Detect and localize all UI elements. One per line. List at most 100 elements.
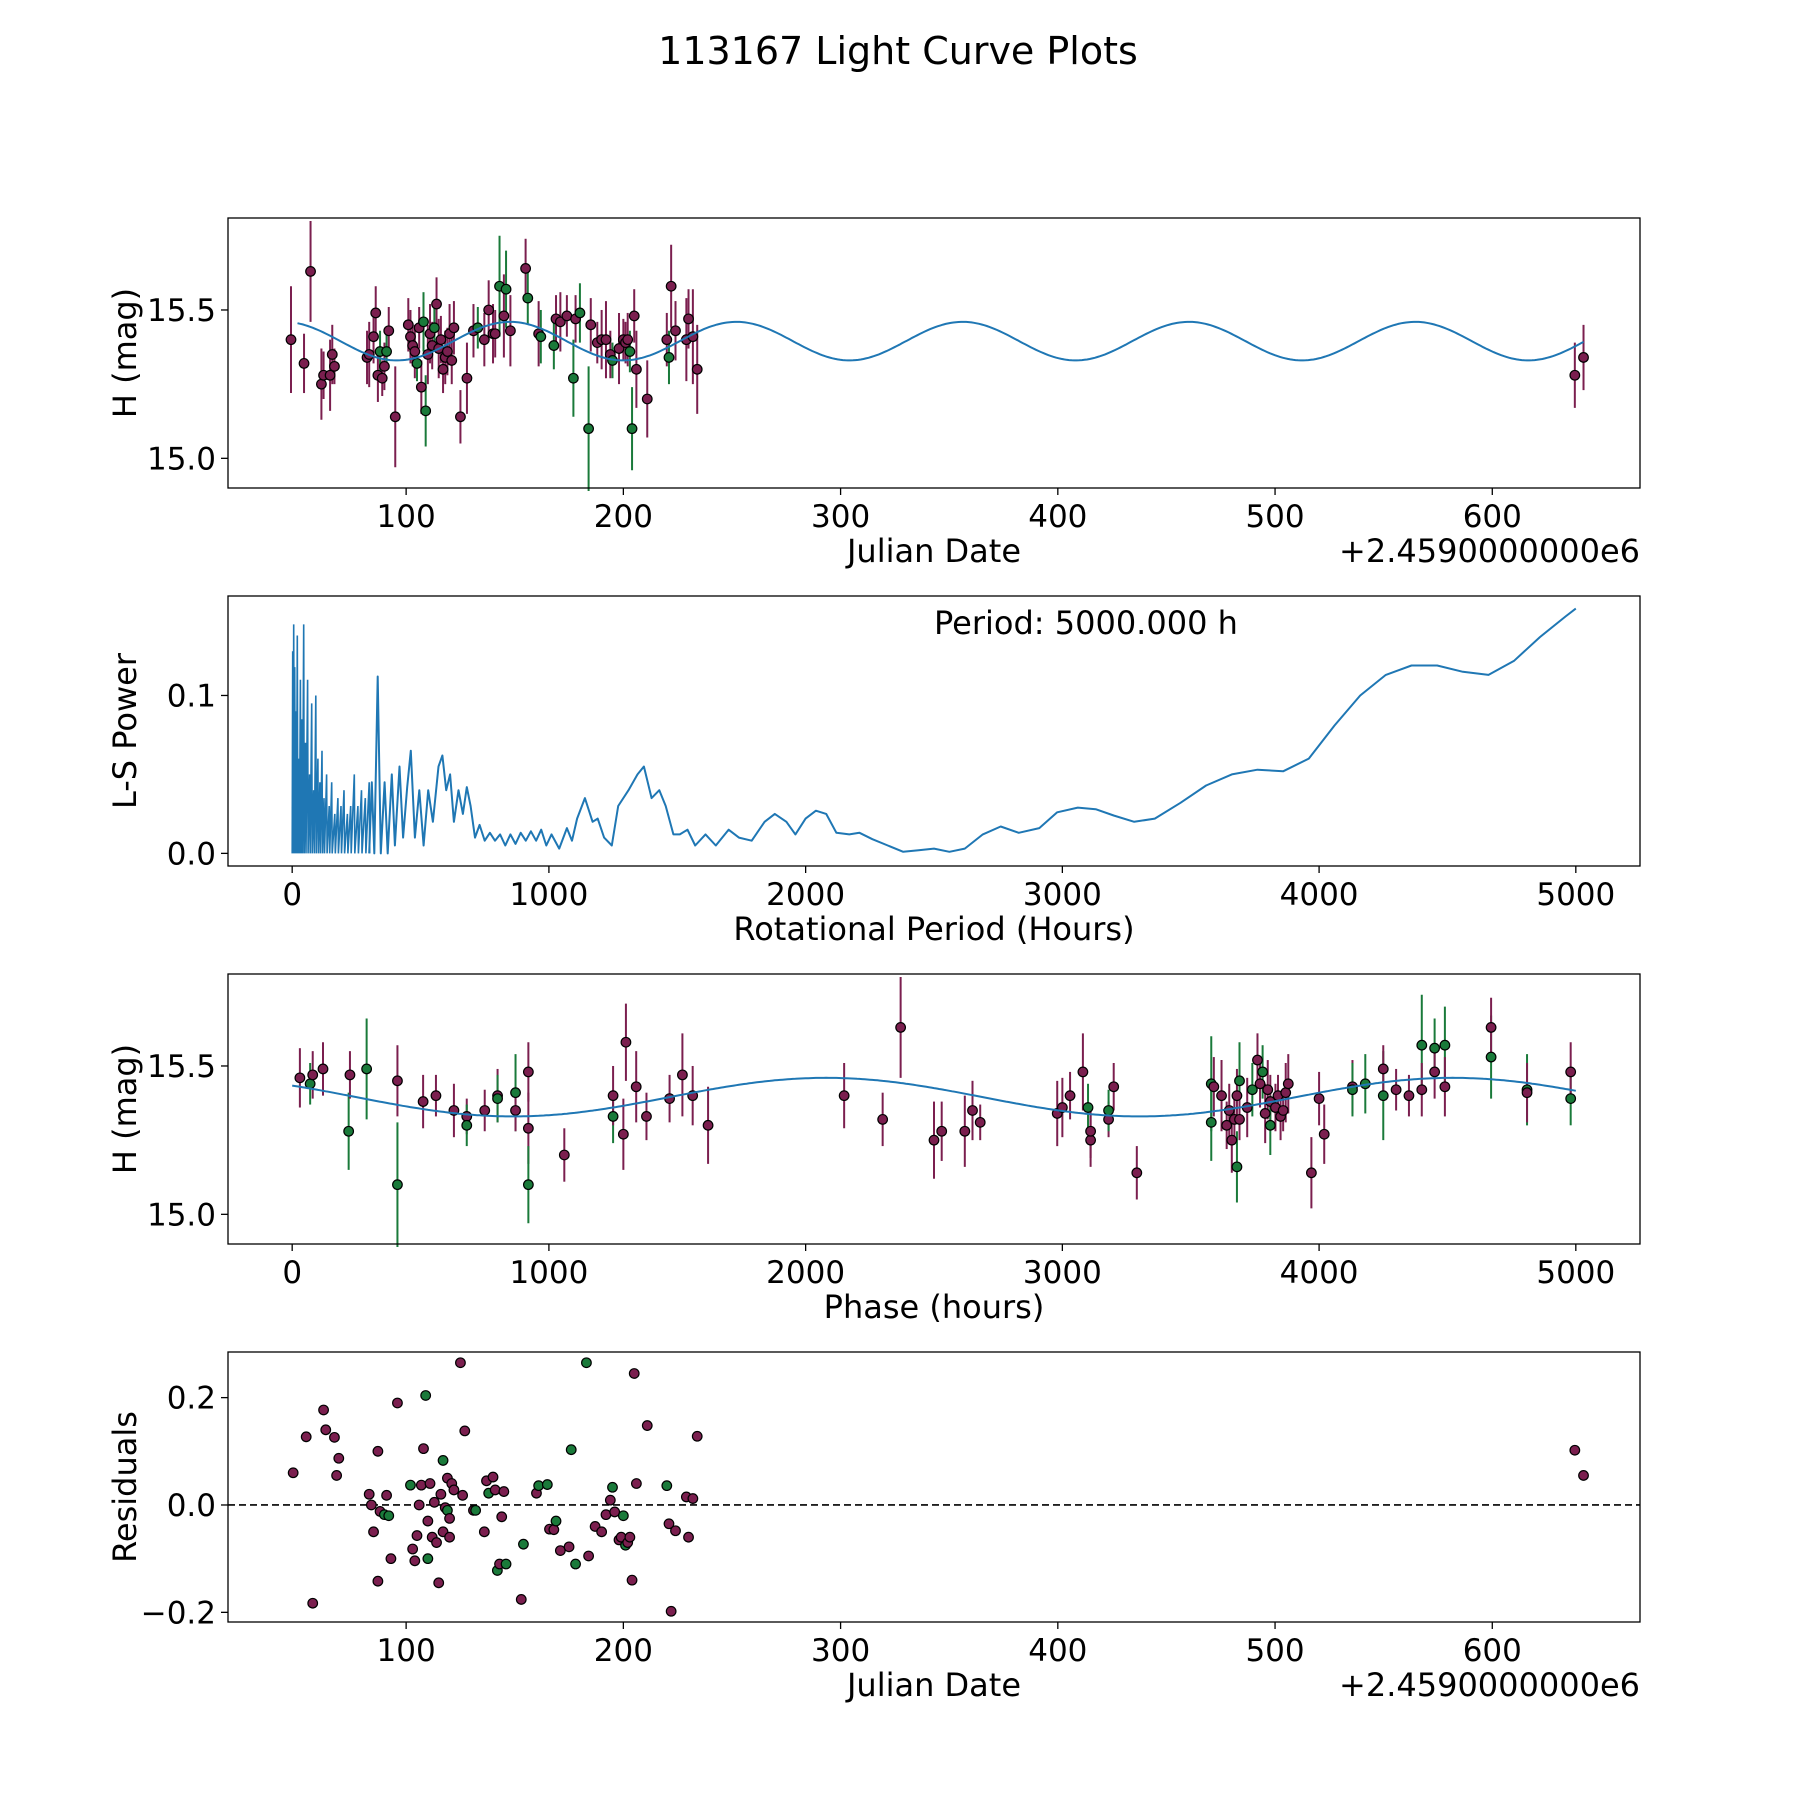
phase-data-point xyxy=(1429,1042,1441,1054)
residuals-data-point xyxy=(287,1467,299,1479)
residuals-ylabel: Residuals xyxy=(106,1411,144,1563)
lightcurve-data-point xyxy=(691,363,703,375)
residuals-data-point xyxy=(381,1489,392,1501)
lightcurve-data-point xyxy=(383,325,395,337)
periodogram-x-tick-label: 4000 xyxy=(1280,877,1359,913)
phase-data-point xyxy=(620,1036,632,1048)
residuals-data-point xyxy=(448,1484,460,1496)
residuals-data-point xyxy=(687,1493,699,1504)
residuals-data-point xyxy=(392,1397,403,1409)
phase-data-point xyxy=(492,1093,503,1105)
periodogram-x-tick-label: 2000 xyxy=(766,877,845,913)
lightcurve-y-tick-label: 15.0 xyxy=(147,441,216,477)
lightcurve-data-point xyxy=(411,357,423,369)
residuals-data-point xyxy=(422,1515,434,1527)
lightcurve-x-tick-label: 400 xyxy=(1028,499,1087,535)
residuals-data-point xyxy=(683,1531,694,1543)
phase-data-point xyxy=(1485,1022,1497,1033)
periodogram-panel: 0 1000 2000 3000 4000 5000 0.0 0.1 Period: 500… xyxy=(106,595,1641,948)
lightcurve-x-tick-label: 100 xyxy=(377,499,436,535)
lightcurve-xlabel: Julian Date xyxy=(845,532,1021,570)
lightcurve-data-point xyxy=(415,381,427,393)
lightcurve-data-point xyxy=(535,331,547,343)
phase-data-point xyxy=(1077,1066,1089,1078)
residuals-data-point xyxy=(670,1525,681,1537)
phase-data-point xyxy=(1221,1119,1233,1131)
residuals-data-point xyxy=(329,1431,340,1443)
lightcurve-data-point xyxy=(431,298,442,310)
residuals-data-point xyxy=(478,1526,490,1538)
residuals-y-tick-label: 0.2 xyxy=(167,1381,216,1417)
phase-x-tick-label: 5000 xyxy=(1536,1255,1615,1291)
residuals-data-point xyxy=(405,1479,416,1491)
lightcurve-data-point xyxy=(600,334,612,346)
residuals-data-point xyxy=(435,1488,447,1500)
residuals-data-point xyxy=(333,1452,345,1464)
lightcurve-data-point xyxy=(622,334,634,346)
phase-data-point xyxy=(307,1069,319,1081)
phase-xlabel: Phase (hours) xyxy=(824,1288,1045,1326)
residuals-data-point xyxy=(422,1553,434,1565)
phase-ylabel: H (mag) xyxy=(106,1044,144,1174)
phase-data-point xyxy=(1565,1066,1577,1078)
residuals-data-point xyxy=(372,1445,384,1457)
lightcurve-data-point xyxy=(305,266,316,277)
phase-data-point xyxy=(702,1119,714,1131)
phase-data-point xyxy=(936,1125,948,1137)
residuals-y-tick-label: 0.0 xyxy=(167,1488,216,1524)
phase-data-point xyxy=(877,1113,889,1125)
residuals-data-point xyxy=(581,1357,592,1369)
residuals-data-point xyxy=(550,1515,562,1527)
phase-data-point xyxy=(1439,1081,1451,1093)
phase-data-point xyxy=(895,1022,907,1033)
phase-data-point xyxy=(1108,1081,1120,1093)
residuals-data-point xyxy=(431,1537,442,1548)
phase-data-point xyxy=(1246,1084,1258,1096)
phase-data-point xyxy=(522,1122,534,1134)
phase-data-point xyxy=(1131,1167,1143,1179)
phase-data-point xyxy=(558,1149,570,1161)
lightcurve-x-ticks: 100 200 300 400 500 600 xyxy=(377,488,1522,535)
residuals-panel: 100 200 300 400 500 600 −0.2 0.0 0.2 Julian Dat… xyxy=(106,1351,1641,1704)
periodogram-x-tick-label: 5000 xyxy=(1536,877,1615,913)
phase-data-point xyxy=(1282,1078,1294,1090)
residuals-x-tick-label: 600 xyxy=(1463,1633,1522,1669)
lightcurve-y-tick-label: 15.5 xyxy=(147,293,216,329)
phase-x-ticks: 0 1000 2000 3000 4000 5000 xyxy=(282,1244,1615,1291)
residuals-data-point xyxy=(307,1597,319,1609)
periodogram-y-ticks: 0.0 0.1 xyxy=(167,678,228,872)
phase-data-point xyxy=(1226,1134,1238,1146)
lightcurve-data-point xyxy=(554,316,566,328)
phase-data-point xyxy=(392,1075,403,1087)
residuals-data-point xyxy=(365,1499,377,1511)
residuals-data-point xyxy=(368,1526,379,1538)
phase-data-point xyxy=(617,1128,629,1140)
residuals-data-point xyxy=(444,1531,455,1543)
lightcurve-x-tick-label: 300 xyxy=(811,499,870,535)
residuals-data-point xyxy=(554,1545,566,1557)
lightcurve-data-point xyxy=(285,334,297,346)
phase-data-point xyxy=(1254,1078,1266,1090)
phase-data-point xyxy=(1082,1102,1094,1113)
residuals-data-point xyxy=(570,1558,581,1570)
residuals-data-point xyxy=(444,1513,455,1524)
residuals-data-point xyxy=(498,1486,510,1497)
residuals-xlabel: Julian Date xyxy=(845,1666,1021,1704)
period-annotation: Period: 5000.000 h xyxy=(934,604,1238,642)
phase-data-point xyxy=(1234,1075,1245,1087)
residuals-data-point xyxy=(385,1553,397,1565)
residuals-data-point xyxy=(541,1479,553,1490)
lightcurve-fit-curve xyxy=(297,320,1584,362)
phase-data-point xyxy=(641,1111,652,1122)
periodogram-x-ticks: 0 1000 2000 3000 4000 5000 xyxy=(282,866,1615,913)
lightcurve-data-point xyxy=(500,283,512,295)
lightcurve-plot-area xyxy=(285,220,1589,491)
phase-fit-curve xyxy=(292,1076,1576,1118)
residuals-data-point xyxy=(418,1443,429,1455)
residuals-data-point xyxy=(320,1424,332,1436)
phase-data-point xyxy=(1208,1081,1220,1093)
phase-data-point xyxy=(1259,1108,1271,1119)
residuals-data-point xyxy=(596,1526,608,1538)
phase-plot-area xyxy=(292,976,1577,1247)
